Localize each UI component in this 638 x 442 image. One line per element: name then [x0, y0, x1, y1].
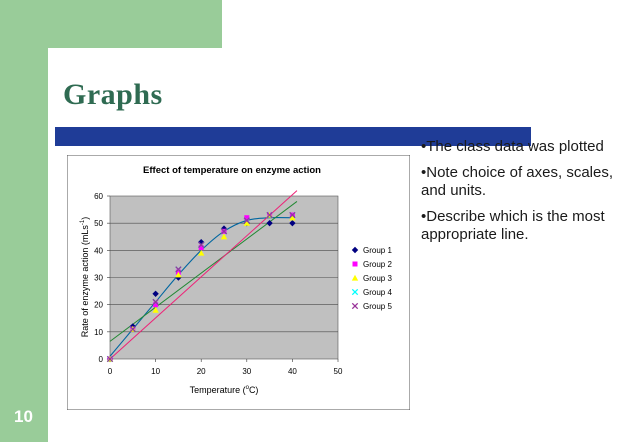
point-group-5 — [198, 241, 205, 249]
slide-title: Graphs — [63, 78, 163, 111]
y-tick-label: 0 — [99, 355, 104, 364]
data-points — [106, 211, 296, 363]
legend-marker — [351, 302, 359, 310]
chart-title: Effect of temperature on enzyme action — [143, 165, 321, 176]
x-axis-label-sup: o — [246, 385, 250, 391]
point-group-3 — [175, 271, 182, 278]
bullet-item: •Note choice of axes, scales, and units. — [421, 164, 614, 199]
legend-label: Group 1 — [363, 246, 392, 255]
point-group-5-stroke — [175, 266, 182, 273]
x-tick-labels: 0 10 20 30 40 50 — [108, 367, 343, 376]
x-tick-label: 30 — [242, 367, 251, 376]
point-group-5-stroke — [129, 325, 136, 333]
x-tick-label: 50 — [334, 367, 343, 376]
title-rule — [55, 127, 531, 146]
x-axis-label-end: C) — [249, 385, 259, 395]
point-group-3 — [152, 306, 159, 313]
trend-line — [109, 190, 298, 360]
point-group-5 — [266, 211, 273, 219]
y-tick-label: 60 — [94, 192, 103, 201]
x-tick-label: 10 — [151, 367, 160, 376]
y-tick-label: 50 — [94, 219, 103, 228]
point-group-5 — [129, 325, 136, 333]
x-tick-label: 0 — [108, 367, 113, 376]
legend-marker — [351, 288, 359, 296]
point-group-1 — [289, 219, 296, 227]
point-group-5-stroke — [198, 241, 205, 249]
y-tick-label: 30 — [94, 274, 103, 283]
point-group-1 — [152, 290, 159, 297]
point-group-5 — [289, 211, 296, 219]
x-axis-label: Temperature (oC) — [190, 385, 259, 395]
point-group-5-stroke — [266, 211, 273, 219]
point-group-5 — [243, 217, 250, 224]
x-tick-label: 20 — [197, 367, 206, 376]
point-group-5-stroke — [243, 217, 250, 224]
point-group-3 — [243, 219, 250, 226]
point-group-3 — [198, 249, 205, 256]
y-tick-label: 20 — [94, 301, 103, 310]
point-group-3 — [220, 233, 228, 240]
y-axis-label: Rate of enzyme action (mLs-1) — [80, 217, 90, 337]
y-tick-labels: 0 10 20 30 40 50 60 — [94, 192, 103, 364]
y-tick-label: 40 — [94, 246, 103, 255]
point-group-5 — [152, 298, 159, 306]
point-group-2 — [153, 302, 159, 308]
legend-marker-stroke — [351, 288, 359, 296]
y-axis-label-end: ) — [80, 217, 90, 220]
bullet-item: •The class data was plotted — [421, 138, 604, 155]
accent-bar-side — [0, 48, 48, 442]
point-group-1 — [266, 219, 273, 227]
bullet-item: •Describe which is the most appropriate … — [421, 208, 605, 243]
bullet-list: •The class data was plotted •Note choice… — [421, 138, 631, 252]
x-axis-label-main: Temperature ( — [190, 385, 246, 395]
point-group-5-stroke — [289, 211, 296, 219]
trend-line — [109, 201, 298, 342]
point-group-5-stroke — [152, 298, 159, 306]
legend-marker — [352, 261, 358, 267]
x-tick-label: 40 — [288, 367, 297, 376]
legend-label: Group 4 — [363, 288, 392, 297]
point-group-1 — [220, 225, 228, 232]
legend-label: Group 3 — [363, 274, 392, 283]
legend-marker-stroke — [351, 302, 359, 310]
point-group-2 — [198, 245, 204, 251]
point-group-5-stroke — [220, 228, 228, 235]
enzyme-chart: Effect of temperature on enzyme action 0… — [67, 155, 410, 410]
legend-label: Group 2 — [363, 260, 392, 269]
point-group-2 — [244, 215, 250, 221]
y-axis-label-main: Rate of enzyme action (mLs — [80, 225, 90, 338]
gridlines — [107, 195, 339, 362]
y-axis-label-sup: -1 — [80, 219, 86, 225]
y-tick-label: 10 — [94, 328, 103, 337]
legend-marker — [351, 274, 359, 281]
point-group-1 — [175, 274, 182, 281]
point-group-5-stroke — [106, 355, 114, 363]
point-group-5 — [220, 228, 228, 235]
point-group-5 — [106, 355, 114, 363]
point-group-5 — [175, 266, 182, 273]
accent-bar-top — [0, 0, 222, 48]
point-group-3 — [289, 214, 296, 221]
slide-number: 10 — [14, 407, 33, 426]
legend-label: Group 5 — [363, 302, 392, 311]
